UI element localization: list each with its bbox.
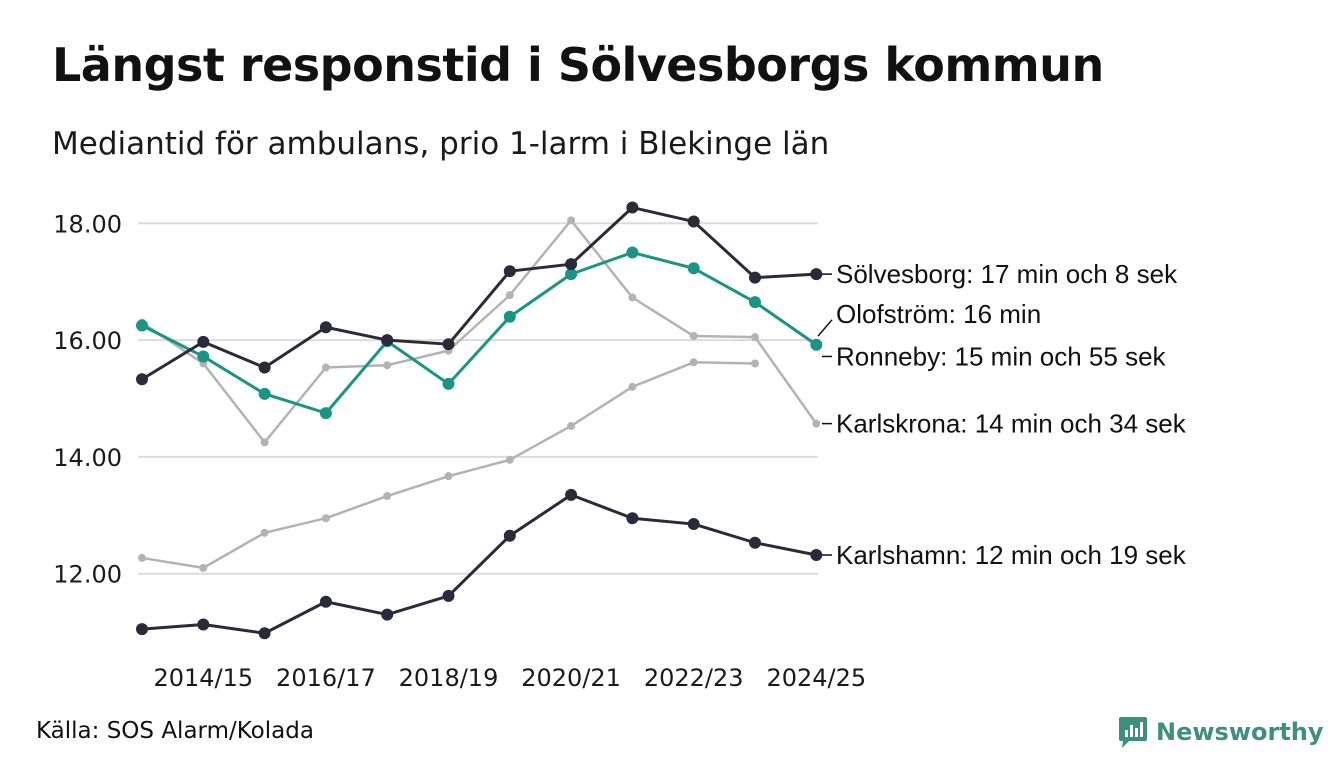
chart-logo-icon: [1119, 717, 1147, 748]
data-point-karlshamn: [626, 512, 639, 525]
data-point-karlshamn: [442, 589, 455, 602]
data-point-olofstr-m: [567, 421, 576, 430]
series-labels: Sölvesborg: 17 min och 8 sek Olofström: 1…: [817, 259, 1187, 570]
chart-title: Längst responstid i Sölvesborgs kommun: [52, 38, 1104, 92]
y-tick-label: 12.00: [53, 561, 122, 589]
data-point-ronneby: [136, 319, 148, 332]
data-point-karlskrona: [689, 332, 698, 341]
data-point-ronneby: [319, 407, 332, 420]
brand-name: Newsworthy: [1156, 718, 1324, 746]
data-point-karlskrona: [567, 216, 576, 225]
x-tick-label: 2016/17: [276, 664, 376, 692]
x-tick-label: 2018/19: [399, 664, 499, 692]
y-tick-label: 16.00: [53, 327, 122, 355]
y-tick-label: 14.00: [53, 444, 122, 472]
data-point-olofstr-m: [199, 563, 208, 572]
data-point-karlskrona: [321, 363, 330, 372]
data-point-s-lvesborg: [442, 338, 455, 351]
data-point-ronneby: [442, 377, 455, 390]
data-point-karlshamn: [687, 518, 700, 531]
data-point-s-lvesborg: [565, 258, 578, 271]
data-point-olofstr-m: [751, 359, 759, 368]
data-point-ronneby: [687, 262, 700, 275]
series-line-karlskrona: [141, 219, 818, 444]
source-note: Källa: SOS Alarm/Kolada: [36, 718, 314, 744]
data-point-ronneby: [503, 310, 516, 323]
data-point-olofstr-m: [689, 358, 698, 367]
data-point-ronneby: [626, 246, 639, 259]
x-tick-label: 2020/21: [521, 664, 621, 692]
data-point-olofstr-m: [138, 553, 146, 562]
series-label-karlskrona: Karlskrona: 14 min och 34 sek: [836, 409, 1187, 439]
data-point-karlshamn: [503, 529, 516, 542]
data-point-s-lvesborg: [687, 215, 700, 228]
series-label-ronneby: Ronneby: 15 min och 55 sek: [836, 341, 1167, 371]
x-axis: 2014/15 2016/17 2018/19 2020/21 2022/23 2024/…: [153, 664, 866, 692]
data-point-karlshamn: [258, 627, 271, 640]
data-point-olofstr-m: [628, 382, 637, 391]
data-point-s-lvesborg: [503, 265, 516, 278]
series-line-ronneby: [141, 251, 818, 415]
data-point-s-lvesborg: [381, 334, 394, 347]
series-label-karlshamn: Karlshamn: 12 min och 19 sek: [836, 540, 1187, 570]
data-point-karlshamn: [565, 488, 578, 501]
series-label-olofstr-m: Olofström: 16 min: [836, 299, 1041, 329]
series-line-s-lvesborg: [141, 206, 817, 381]
y-tick-label: 18.00: [53, 210, 122, 238]
data-point-karlshamn: [319, 595, 332, 608]
data-point-olofstr-m: [444, 472, 453, 481]
series-line-karlshamn: [141, 493, 817, 635]
x-tick-label: 2022/23: [644, 664, 744, 692]
data-point-karlshamn: [810, 549, 823, 562]
data-point-karlshamn: [749, 536, 761, 549]
data-point-olofstr-m: [260, 528, 269, 537]
x-tick-label: 2024/25: [766, 664, 866, 692]
y-axis: 12.00 14.00 16.00 18.00: [53, 210, 122, 588]
data-point-karlskrona: [628, 293, 637, 302]
data-point-s-lvesborg: [319, 321, 332, 334]
line-chart: 12.00 14.00 16.00 18.00 2014/15 2016/17 2018/…: [53, 201, 1187, 692]
gridlines: [138, 222, 818, 575]
data-point-olofstr-m: [383, 492, 392, 501]
data-point-karlskrona: [751, 333, 759, 342]
data-point-s-lvesborg: [810, 268, 823, 281]
brand-logo: Newsworthy: [1118, 712, 1324, 752]
data-point-ronneby: [749, 296, 761, 309]
data-point-karlshamn: [136, 623, 148, 636]
data-point-s-lvesborg: [136, 373, 148, 386]
series-label-s-lvesborg: Sölvesborg: 17 min och 8 sek: [836, 259, 1178, 289]
data-point-s-lvesborg: [197, 335, 210, 348]
series-lines: [136, 201, 823, 640]
data-point-s-lvesborg: [626, 201, 639, 214]
data-point-olofstr-m: [505, 455, 514, 464]
data-point-karlshamn: [197, 618, 210, 631]
data-point-karlskrona: [812, 419, 821, 428]
data-point-ronneby: [810, 338, 823, 351]
data-point-karlskrona: [260, 438, 269, 447]
data-point-s-lvesborg: [749, 271, 761, 284]
data-point-s-lvesborg: [258, 361, 271, 374]
x-tick-label: 2014/15: [153, 664, 253, 692]
data-point-ronneby: [258, 387, 271, 400]
data-point-olofstr-m: [321, 514, 330, 523]
data-point-karlskrona: [505, 291, 514, 300]
data-point-ronneby: [197, 350, 210, 363]
leader-line-olofstr-m: [817, 319, 833, 337]
chart-subtitle: Mediantid för ambulans, prio 1-larm i Bl…: [52, 126, 830, 162]
data-point-ronneby: [565, 268, 578, 281]
data-point-karlskrona: [383, 361, 392, 370]
series-line-olofstr-m: [141, 361, 756, 570]
data-point-karlshamn: [381, 608, 394, 621]
